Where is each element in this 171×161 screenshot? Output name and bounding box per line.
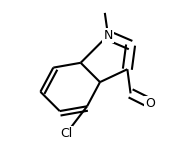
Text: Cl: Cl [60, 127, 72, 140]
Text: O: O [145, 97, 155, 109]
Text: N: N [103, 29, 113, 42]
